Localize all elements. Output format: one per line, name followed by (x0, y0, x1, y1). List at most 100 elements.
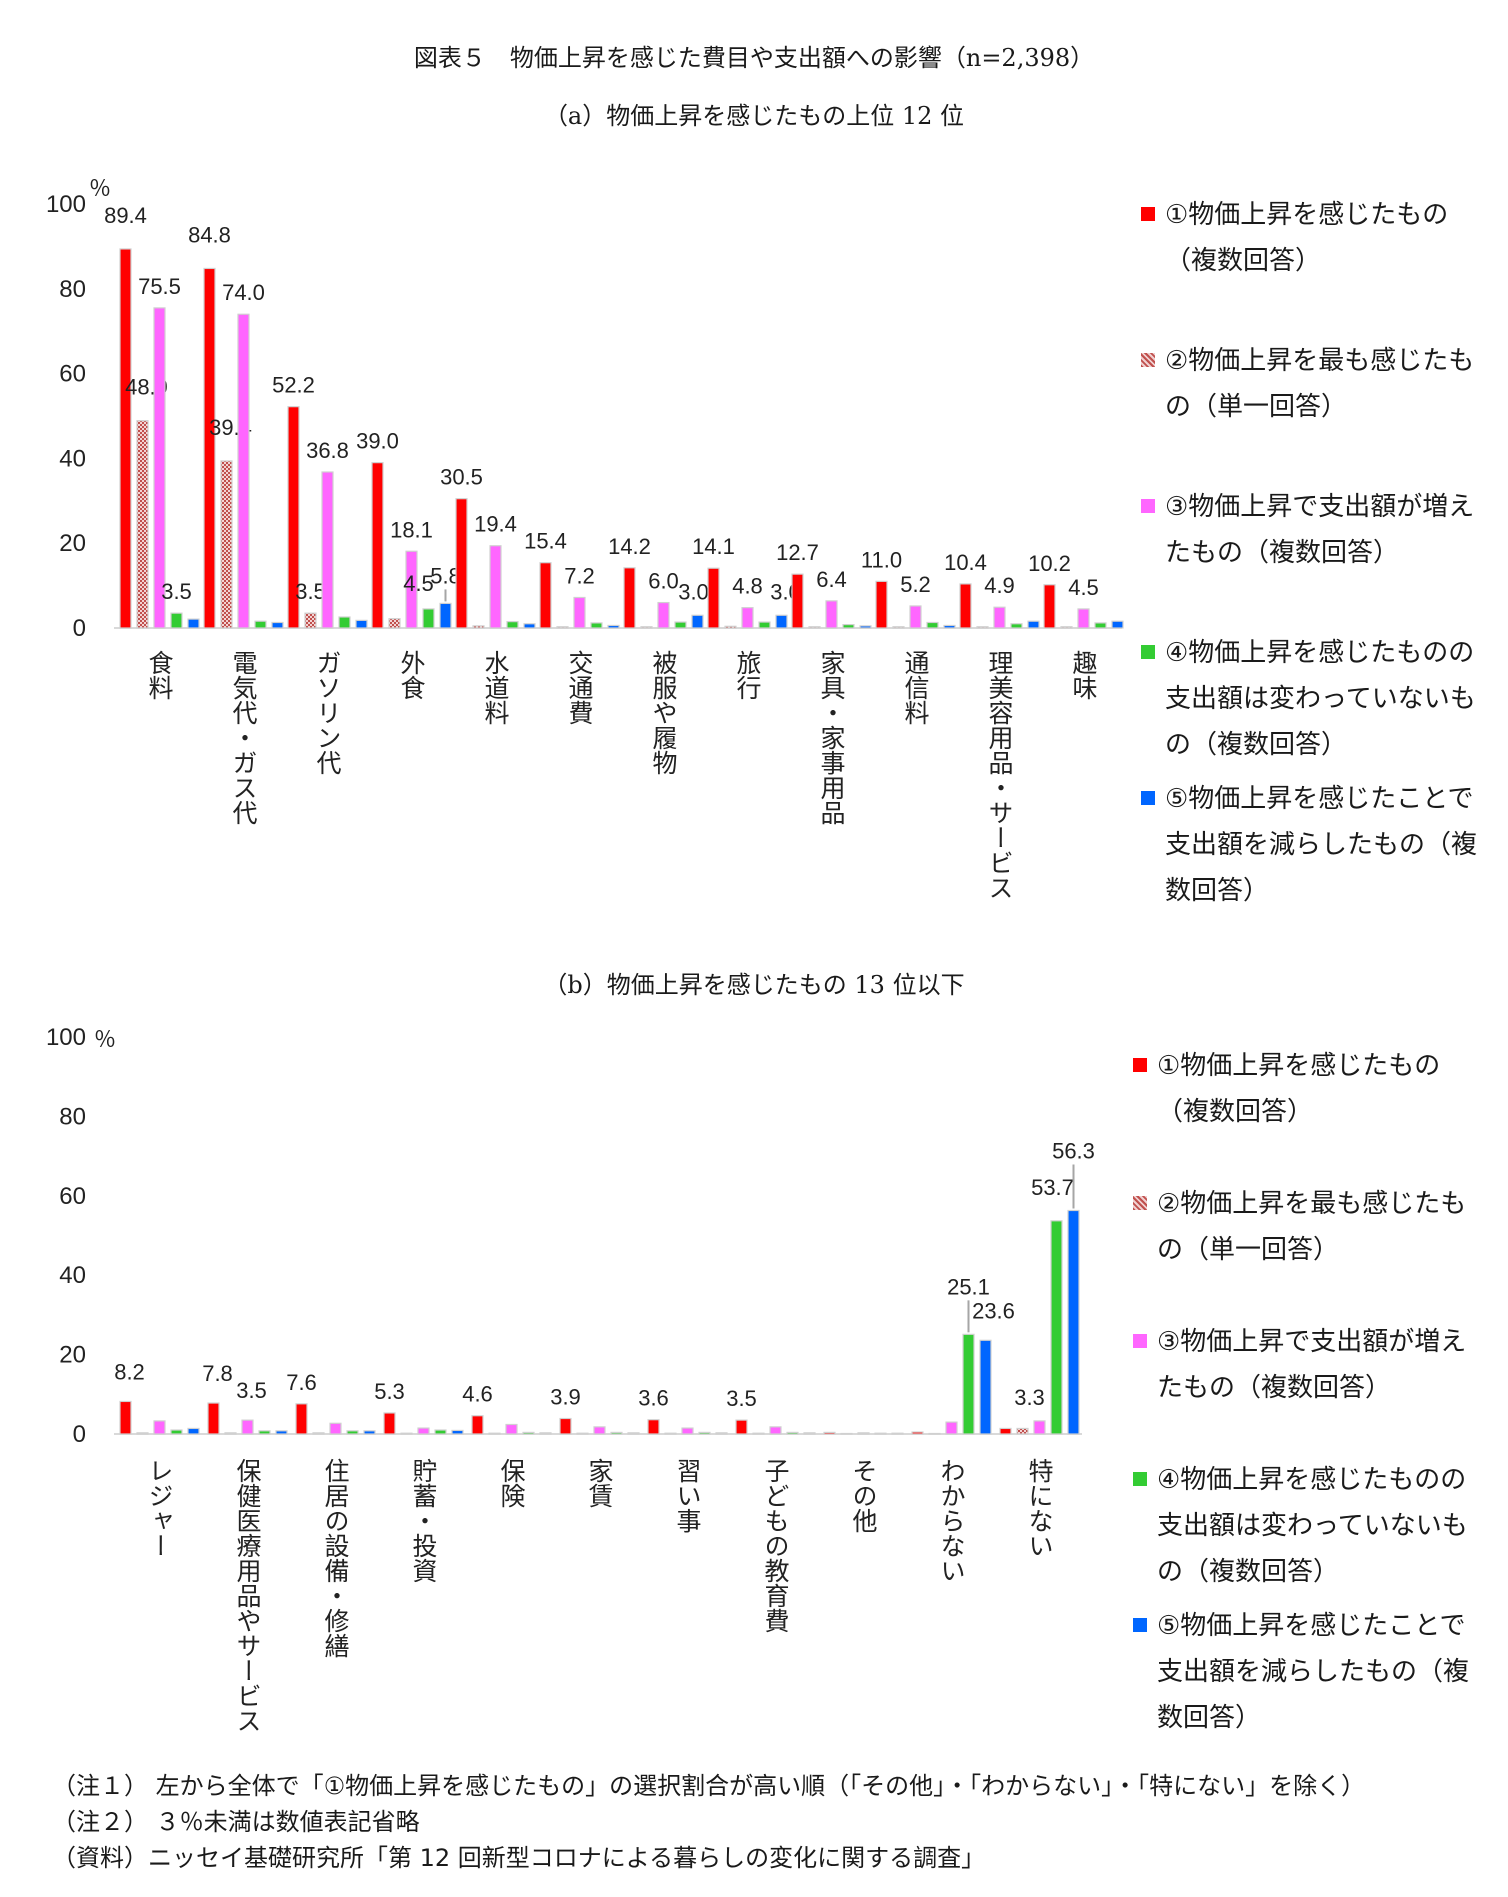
subtitle-b: （b）物価上昇を感じたもの 13 位以下 (543, 971, 965, 999)
b-category-3: 住居の設備・修繕 (321, 1458, 350, 1658)
a-label-s3-c12: 4.5 (1068, 575, 1099, 600)
b-bar-s2-c8 (752, 1432, 765, 1435)
a-category-5: 水道料 (481, 650, 510, 725)
b-ytick-0: 0 (73, 1421, 86, 1448)
a-ytick-100: 100 (46, 191, 86, 218)
b-bar-s4-c7 (698, 1431, 711, 1435)
a-label-s1-c2: 84.8 (188, 222, 231, 247)
b-bar-s3-c8 (769, 1426, 782, 1435)
b-bar-s3-c5 (505, 1423, 518, 1435)
b-ytick-60: 60 (59, 1183, 86, 1210)
a-bar-s2-c12 (1060, 626, 1073, 629)
a-label-s1-c6: 15.4 (524, 529, 567, 554)
b-bar-s1-c3 (295, 1403, 308, 1435)
legend-b-label-5: ⑤物価上昇を感じたことで支出額を減らしたもの（複数回答） (1157, 1611, 1470, 1733)
a-category-10: 通信料 (901, 650, 930, 725)
b-bar-s1-c4 (383, 1412, 396, 1435)
b-label-s1-c1: 8.2 (114, 1359, 145, 1384)
a-label-s2-c3: 3.5 (295, 579, 326, 604)
a-label-s1-c11: 10.4 (944, 550, 987, 575)
b-bar-s2-c2 (224, 1432, 237, 1435)
b-bar-s4-c8 (786, 1431, 799, 1435)
a-bar-s1-c4 (371, 462, 384, 629)
b-bar-s5-c1 (187, 1427, 200, 1435)
legend-swatch-4 (1141, 645, 1155, 659)
a-bar-s5-c6 (607, 624, 620, 629)
note-1: （注１） 左から全体で「①物価上昇を感じたもの」の選択割合が高い順（「その他」・… (52, 1772, 1366, 1800)
a-ytick-80: 80 (59, 276, 86, 303)
b-ytick-40: 40 (59, 1262, 86, 1289)
a-bar-s5-c8 (775, 614, 788, 629)
b-bar-s5-c8 (803, 1432, 816, 1435)
b-bar-s2-c10 (928, 1432, 941, 1435)
a-bar-s4-c3 (338, 616, 351, 629)
a-bar-s5-c3 (355, 619, 368, 629)
b-bar-s5-c3 (363, 1430, 376, 1435)
a-bar-s1-c3 (287, 406, 300, 629)
b-category-2: 保健医療用品やサービス (233, 1458, 262, 1733)
b-bar-s3-c4 (417, 1427, 430, 1435)
notes: （注１） 左から全体で「①物価上昇を感じたもの」の選択割合が高い順（「その他」・… (52, 1768, 1365, 1876)
a-bar-s4-c8 (758, 621, 771, 629)
b-bar-s2-c11 (1016, 1427, 1029, 1435)
a-bar-s1-c1 (119, 248, 132, 629)
a-label-s3-c1: 75.5 (138, 274, 181, 299)
a-bar-s5-c7 (691, 614, 704, 629)
a-ylabel: ％ (89, 176, 111, 201)
b-bar-s5-c4 (451, 1429, 464, 1435)
legend-item-1: ①物価上昇を感じたもの（複数回答） (1137, 192, 1477, 284)
a-label-s1-c3: 52.2 (272, 373, 315, 398)
legend-swatch-2 (1141, 353, 1155, 367)
note-2: （注２） ３％未満は数値表記省略 (52, 1808, 420, 1836)
a-bar-s4-c12 (1094, 622, 1107, 629)
a-bar-s3-c3 (321, 471, 334, 629)
a-bar-s5-c2 (271, 621, 284, 629)
a-bar-s2-c4 (388, 618, 401, 629)
a-bar-s1-c9 (791, 573, 804, 629)
legend-item-5: ⑤物価上昇を感じたことで支出額を減らしたもの（複数回答） (1137, 776, 1477, 914)
a-bar-s3-c11 (993, 606, 1006, 629)
a-ytick-20: 20 (59, 530, 86, 557)
a-bar-s1-c2 (203, 267, 216, 629)
b-ylabel: ％ (94, 1027, 116, 1052)
b-category-4: 貯蓄・投資 (409, 1458, 438, 1583)
a-category-3: ガソリン代 (313, 650, 342, 775)
legend-b-label-4: ④物価上昇を感じたものの支出額は変わっていないもの（複数回答） (1157, 1465, 1468, 1587)
legend-b-item-1: ①物価上昇を感じたもの（複数回答） (1129, 1043, 1469, 1135)
b-bar-s4-c4 (434, 1429, 447, 1435)
b-bar-s4-c2 (258, 1430, 271, 1435)
b-bar-s1-c6 (559, 1417, 572, 1435)
a-bar-s4-c4 (422, 608, 435, 629)
a-bar-s2-c8 (724, 625, 737, 629)
a-bar-s5-c12 (1111, 620, 1124, 629)
a-label-s3-c2: 74.0 (222, 280, 265, 305)
a-bar-s4-c6 (590, 622, 603, 629)
b-bar-s1-c1 (119, 1400, 132, 1435)
a-bar-s2-c11 (976, 626, 989, 629)
a-bar-s5-c1 (187, 618, 200, 629)
legend-label-3: ③物価上昇で支出額が増えたもの（複数回答） (1165, 492, 1475, 568)
b-bar-s4-c11 (1050, 1220, 1063, 1435)
b-label-s1-c3: 7.6 (286, 1370, 317, 1395)
a-bar-s5-c4 (439, 602, 452, 629)
b-bar-s1-c9 (823, 1431, 836, 1435)
a-bar-s2-c9 (808, 626, 821, 629)
legend-item-3: ③物価上昇で支出額が増えたもの（複数回答） (1137, 484, 1477, 576)
a-bar-s4-c9 (842, 624, 855, 629)
legend-b-swatch-3 (1133, 1334, 1147, 1348)
a-bar-s4-c2 (254, 620, 267, 629)
a-category-1: 食料 (145, 650, 174, 700)
subtitle-a: （a）物価上昇を感じたもの上位 12 位 (543, 102, 965, 130)
a-ytick-40: 40 (59, 445, 86, 472)
b-bar-s4-c10 (962, 1333, 975, 1435)
legend-label-2: ②物価上昇を最も感じたもの（単一回答） (1165, 346, 1475, 422)
b-category-1: レジャー (145, 1458, 174, 1558)
a-label-s3-c7: 6.0 (648, 569, 679, 594)
b-label-s1-c6: 3.9 (550, 1385, 581, 1410)
a-bar-s5-c11 (1027, 620, 1040, 629)
a-bar-s1-c8 (707, 567, 720, 629)
b-bar-s2-c7 (664, 1432, 677, 1435)
a-category-4: 外食 (397, 650, 426, 700)
a-bar-s2-c5 (472, 625, 485, 629)
